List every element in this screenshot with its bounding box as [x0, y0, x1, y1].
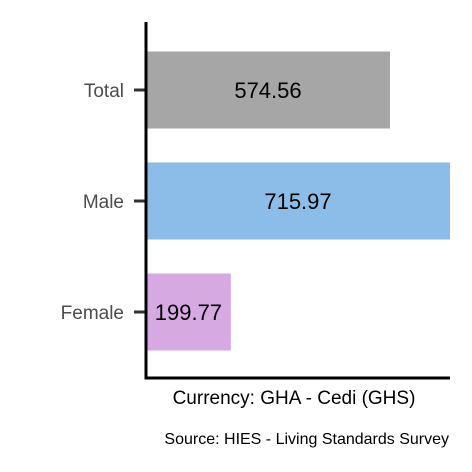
- y-axis-ticks: Total Male Female: [61, 81, 146, 324]
- value-label-total: 574.56: [234, 78, 301, 103]
- bar-male: [146, 162, 450, 240]
- bars-layer: 574.56 715.97 199.77: [146, 51, 450, 351]
- y-tick-label-male: Male: [83, 192, 124, 213]
- value-label-male: 715.97: [264, 189, 331, 214]
- y-tick-label-female: Female: [61, 303, 124, 324]
- bar-female: [146, 273, 231, 351]
- x-axis-title: Currency: GHA - Cedi (GHS): [173, 388, 416, 409]
- y-tick-label-total: Total: [84, 81, 124, 102]
- bar-total: [146, 51, 390, 129]
- value-label-female: 199.77: [155, 300, 222, 325]
- source-caption: Source: HIES - Living Standards Survey: [164, 431, 449, 448]
